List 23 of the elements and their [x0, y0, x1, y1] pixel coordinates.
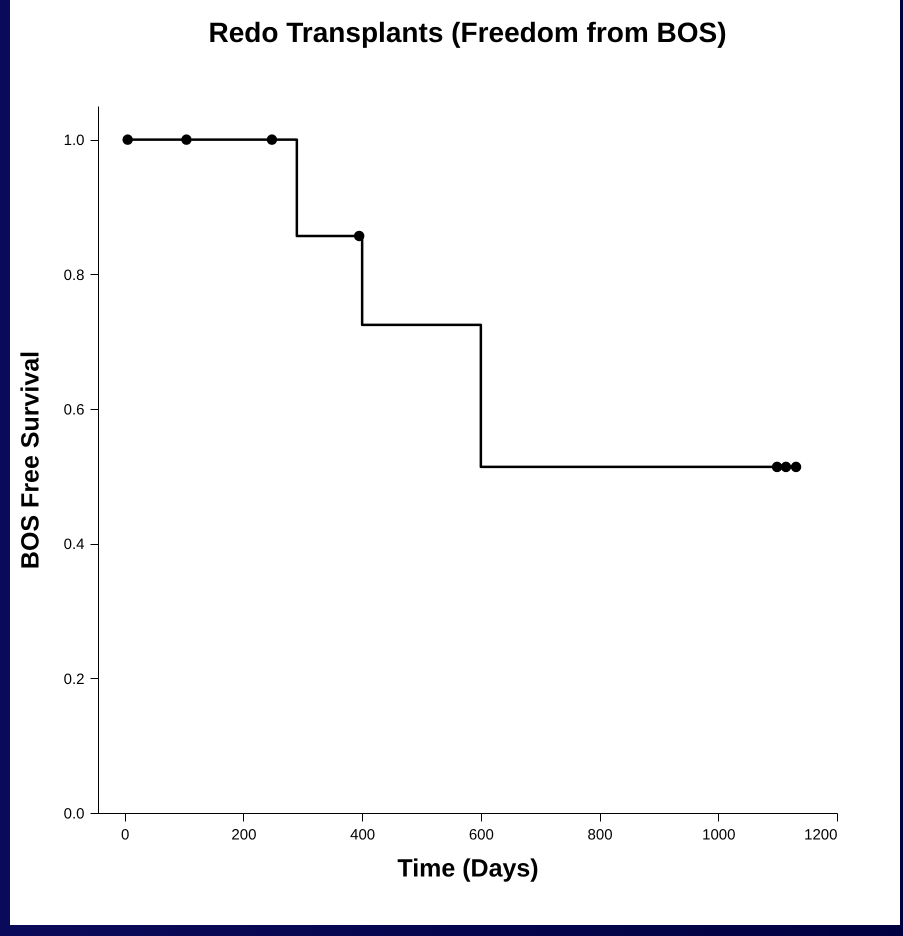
- x-tick-label: 0: [121, 826, 130, 844]
- x-tick-label: 1200: [804, 826, 838, 844]
- point: [790, 462, 802, 472]
- y-tick-label: 1.0: [64, 132, 84, 150]
- x-tick-label: 800: [588, 826, 613, 844]
- x-tick-label: 1000: [702, 826, 736, 844]
- point: [122, 134, 133, 145]
- y-tick-label: 0.4: [64, 536, 84, 554]
- x-tick-label: 600: [468, 826, 494, 844]
- x-axis-title: Time (Days): [397, 854, 539, 882]
- point: [780, 462, 792, 472]
- point: [181, 134, 192, 145]
- point: [354, 230, 364, 242]
- y-tick-label: 0.8: [64, 266, 84, 284]
- x-tick-label: 400: [350, 826, 376, 844]
- point: [772, 462, 782, 472]
- point: [266, 134, 278, 145]
- x-tick-label: 200: [231, 826, 256, 844]
- y-tick-label: 0.2: [64, 670, 84, 688]
- y-axis-title: BOS Free Survival: [16, 350, 45, 570]
- chart-title: Redo Transplants (Freedom from BOS): [208, 17, 727, 48]
- y-tick-label: 0.6: [64, 402, 84, 418]
- y-tick-label: 0.0: [64, 806, 84, 822]
